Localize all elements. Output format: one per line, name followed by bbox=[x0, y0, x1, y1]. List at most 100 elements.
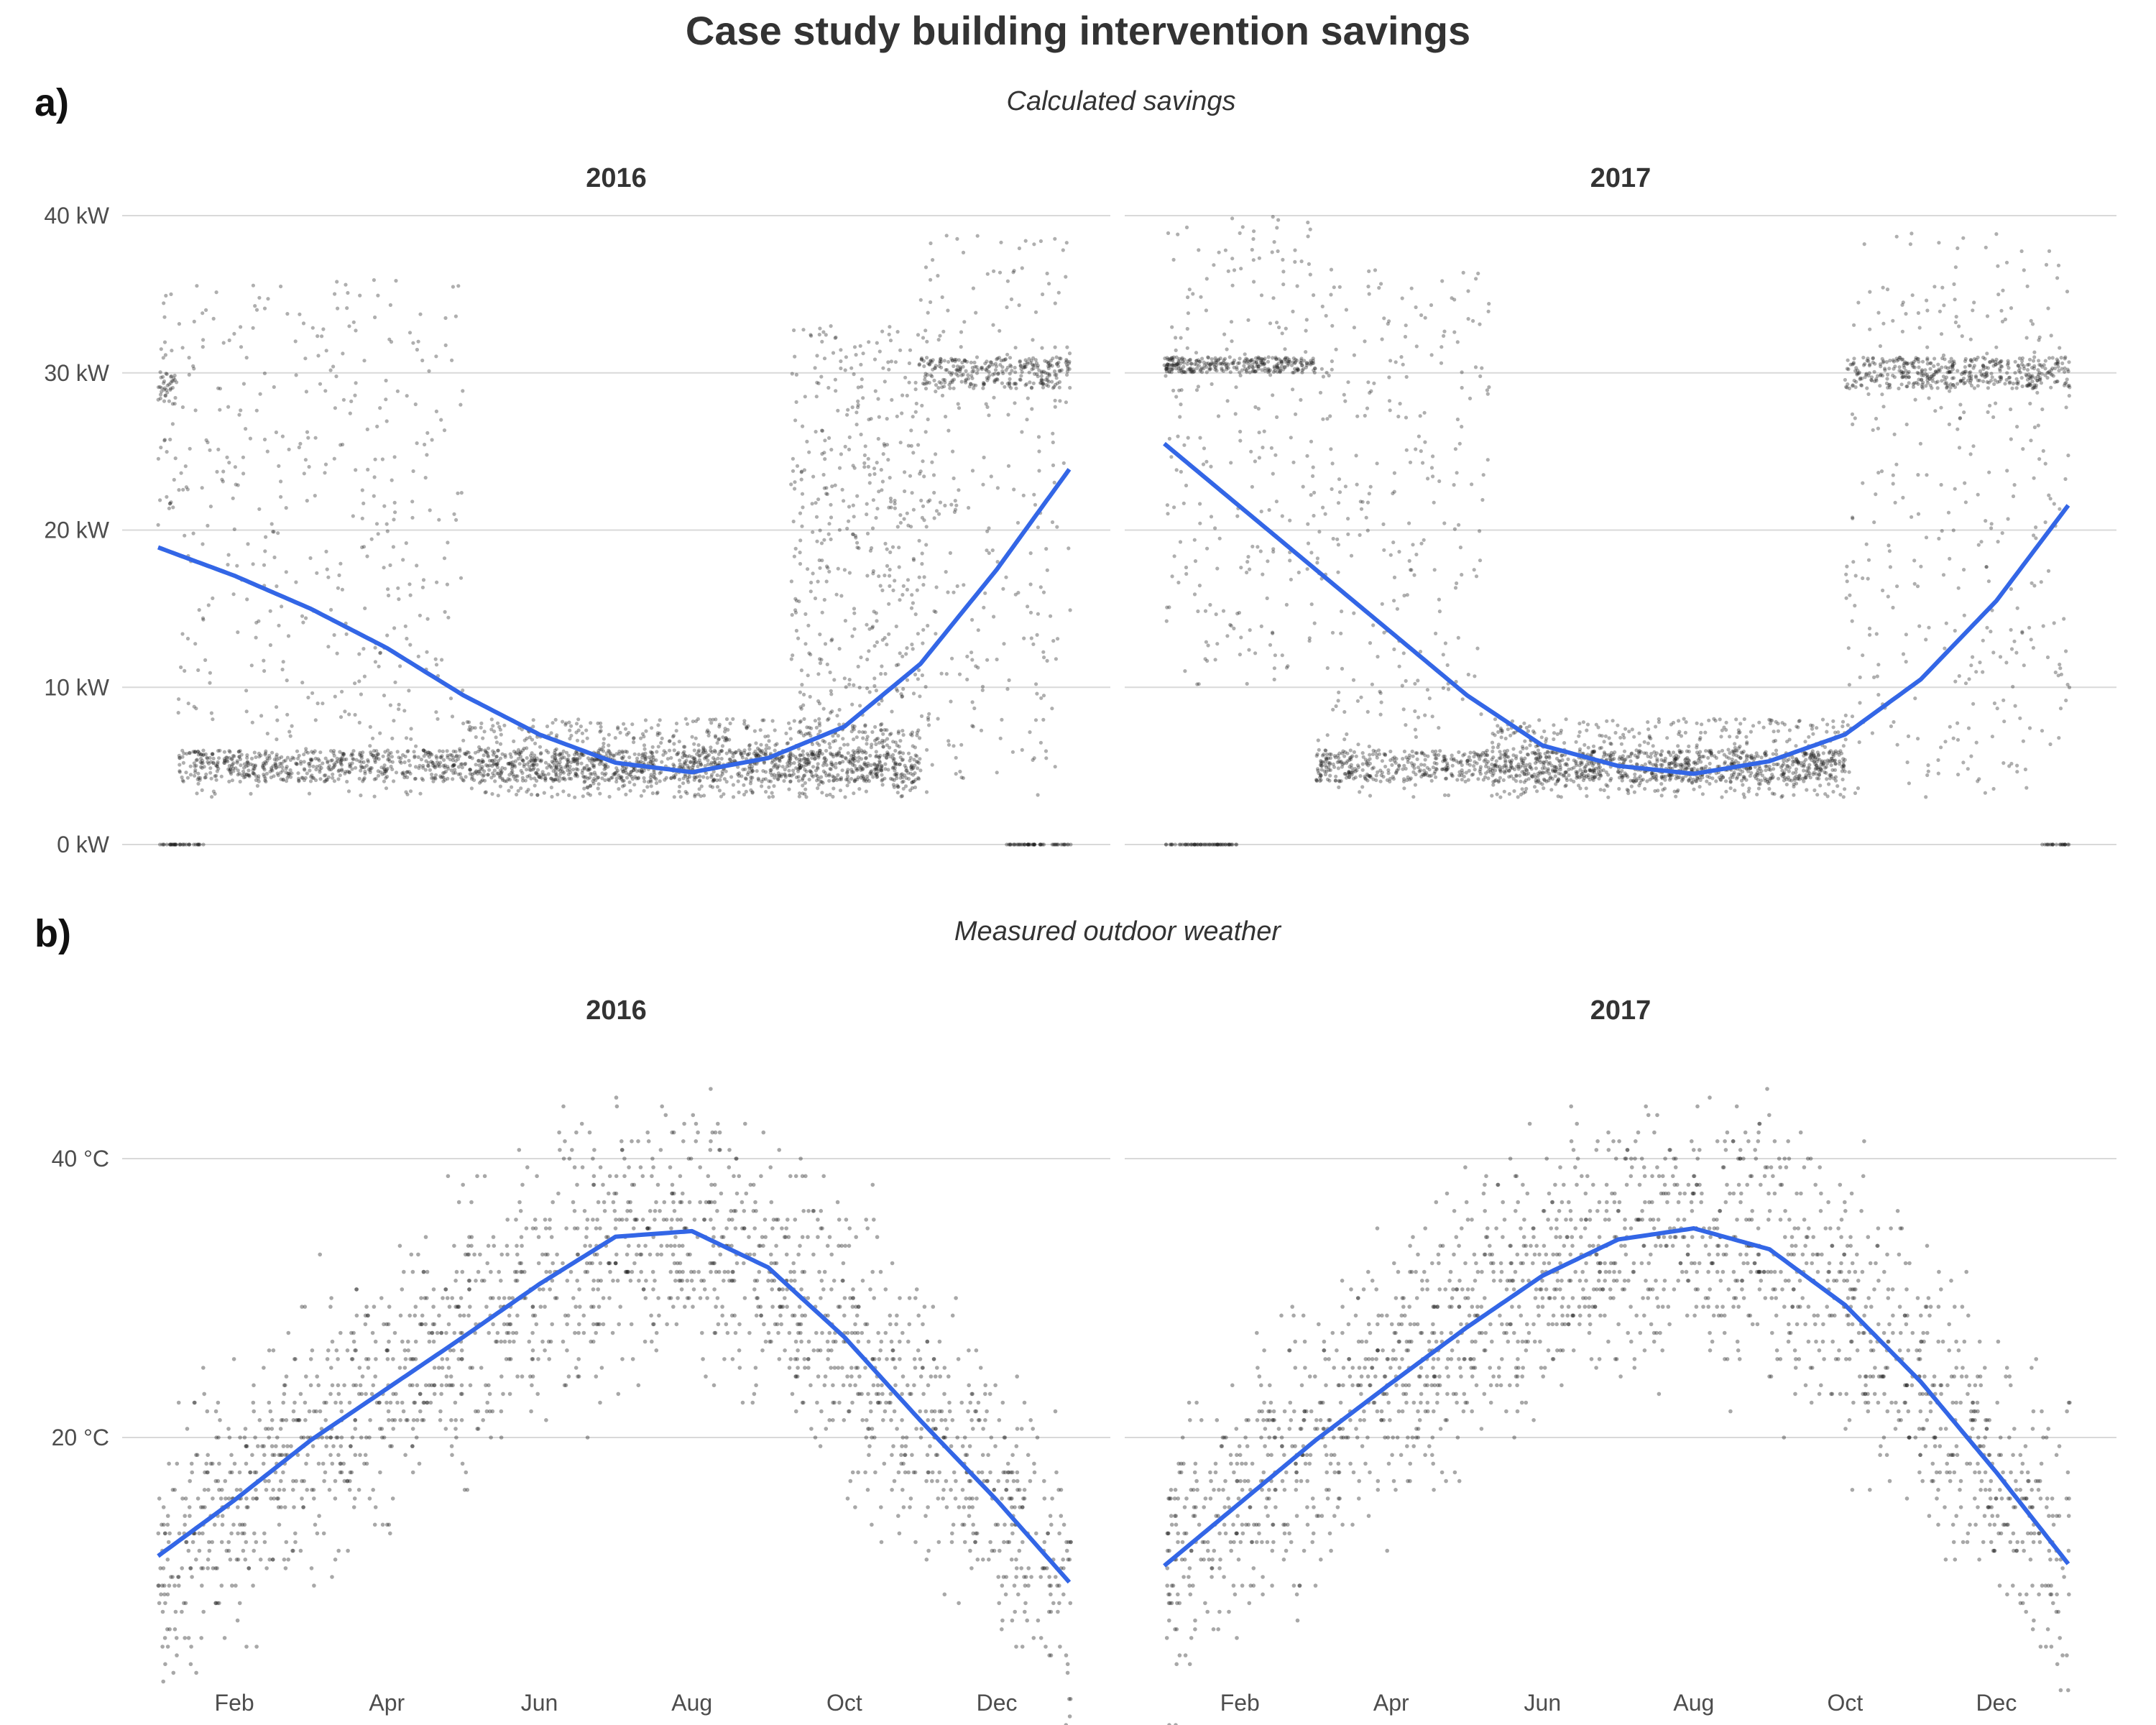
data-point bbox=[494, 740, 499, 745]
data-point bbox=[1270, 250, 1274, 254]
data-point bbox=[1380, 602, 1384, 606]
data-point bbox=[1457, 523, 1461, 527]
data-point bbox=[272, 385, 276, 390]
data-point bbox=[1004, 575, 1008, 579]
data-point bbox=[1320, 753, 1325, 758]
data-point bbox=[485, 751, 489, 755]
data-point bbox=[516, 757, 520, 761]
data-point bbox=[345, 779, 349, 784]
data-point bbox=[324, 349, 328, 353]
data-point bbox=[896, 731, 900, 735]
data-point bbox=[1185, 346, 1189, 350]
data-point bbox=[699, 763, 704, 767]
data-point bbox=[643, 755, 648, 759]
data-point bbox=[206, 756, 210, 760]
data-point bbox=[197, 608, 201, 612]
data-point bbox=[949, 356, 954, 361]
data-point bbox=[991, 323, 995, 327]
data-point bbox=[423, 768, 428, 772]
data-point bbox=[790, 372, 794, 376]
data-point bbox=[764, 747, 768, 751]
data-point bbox=[203, 776, 207, 780]
data-point bbox=[821, 769, 826, 773]
data-point bbox=[308, 761, 312, 765]
data-point bbox=[975, 234, 980, 238]
data-point bbox=[1756, 781, 1761, 786]
data-point bbox=[739, 752, 743, 756]
data-point bbox=[230, 758, 234, 762]
data-point bbox=[1017, 246, 1021, 251]
data-point bbox=[342, 758, 346, 762]
data-point bbox=[1379, 700, 1383, 704]
data-point bbox=[347, 770, 351, 775]
data-point bbox=[344, 770, 348, 774]
data-point bbox=[1041, 292, 1045, 297]
data-point bbox=[372, 475, 377, 479]
data-point bbox=[252, 771, 256, 776]
data-point bbox=[854, 735, 859, 740]
data-point bbox=[434, 754, 438, 758]
data-point bbox=[528, 735, 532, 740]
data-point bbox=[1460, 763, 1464, 768]
data-point bbox=[448, 758, 453, 762]
data-point bbox=[1397, 550, 1401, 554]
data-point bbox=[428, 752, 433, 756]
data-point bbox=[753, 749, 757, 753]
data-point bbox=[1253, 459, 1257, 464]
data-point bbox=[192, 842, 196, 847]
data-point bbox=[1061, 842, 1065, 847]
data-point bbox=[553, 717, 558, 722]
chart-title: Case study building intervention savings bbox=[685, 8, 1471, 53]
data-point bbox=[1426, 477, 1430, 481]
data-point bbox=[852, 778, 857, 783]
data-point bbox=[343, 709, 347, 714]
data-point bbox=[1053, 236, 1057, 241]
data-point bbox=[913, 612, 918, 617]
data-point bbox=[905, 646, 909, 650]
data-point bbox=[1030, 367, 1034, 372]
data-point bbox=[840, 768, 844, 773]
data-point bbox=[831, 753, 835, 757]
data-point bbox=[263, 549, 267, 553]
data-point bbox=[692, 748, 696, 753]
data-point bbox=[254, 408, 259, 413]
data-point bbox=[311, 750, 315, 755]
data-point bbox=[837, 528, 842, 532]
data-point bbox=[834, 761, 838, 766]
data-point bbox=[672, 795, 676, 799]
data-point bbox=[1038, 239, 1043, 244]
data-point bbox=[206, 760, 210, 764]
data-point bbox=[549, 776, 553, 781]
data-point bbox=[985, 548, 989, 553]
data-point bbox=[789, 482, 793, 487]
data-point bbox=[1415, 757, 1419, 761]
data-point bbox=[803, 395, 807, 399]
data-point bbox=[438, 755, 443, 759]
data-point bbox=[828, 745, 832, 750]
data-point bbox=[1178, 415, 1182, 419]
data-point bbox=[334, 760, 338, 765]
data-point bbox=[161, 356, 165, 360]
data-point bbox=[408, 593, 413, 597]
data-point bbox=[1016, 591, 1021, 595]
data-point bbox=[162, 315, 167, 319]
data-point bbox=[883, 762, 888, 766]
data-point bbox=[382, 779, 387, 783]
data-point bbox=[932, 378, 936, 383]
facet-label-2017: 2017 bbox=[1590, 163, 1651, 193]
data-point bbox=[362, 765, 367, 770]
data-point bbox=[964, 380, 968, 385]
data-point bbox=[451, 285, 456, 289]
data-point bbox=[1354, 454, 1358, 458]
data-point bbox=[1061, 248, 1065, 252]
data-point bbox=[913, 410, 918, 414]
data-point bbox=[1327, 768, 1331, 772]
data-point bbox=[193, 768, 198, 772]
data-point bbox=[227, 763, 231, 768]
data-point bbox=[351, 320, 356, 324]
data-point bbox=[930, 763, 934, 767]
data-point bbox=[203, 658, 208, 663]
data-point bbox=[848, 758, 852, 762]
data-point bbox=[439, 755, 443, 760]
data-point bbox=[821, 763, 826, 768]
